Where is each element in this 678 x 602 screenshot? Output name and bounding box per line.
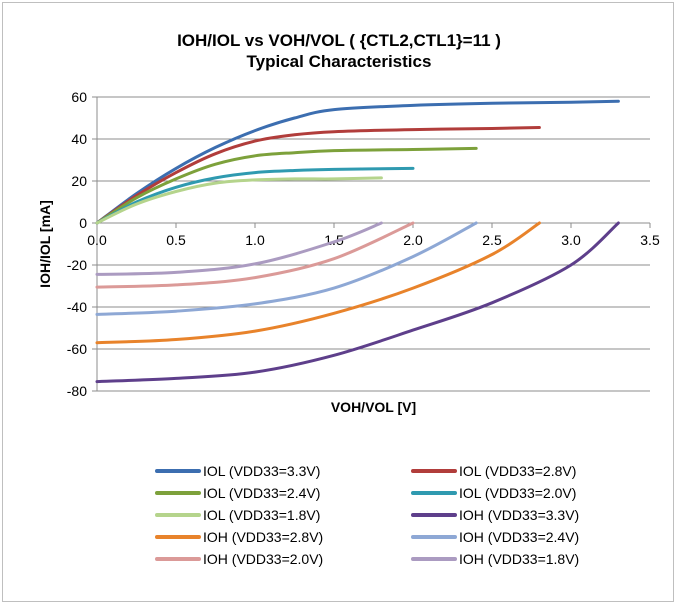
series-line-9 [95, 221, 383, 276]
x-tick-label: 1.0 [245, 232, 265, 248]
legend-label: IOH (VDD33=3.3V) [459, 507, 580, 523]
series-line-3 [95, 166, 415, 225]
legend-item: IOH (VDD33=2.4V) [411, 527, 579, 547]
legend-label: IOL (VDD33=3.3V) [203, 463, 321, 479]
legend-item: IOH (VDD33=2.8V) [155, 527, 323, 547]
series-line-8 [95, 221, 415, 289]
y-axis-title: IOH/IOL [mA] [37, 200, 53, 288]
series-line-4 [95, 176, 383, 225]
legend-swatch [411, 491, 457, 495]
chart-subtitle: Typical Characteristics [246, 52, 432, 71]
legend-swatch [411, 469, 457, 473]
legend-label: IOL (VDD33=2.0V) [459, 485, 577, 501]
x-tick-label: 3.5 [640, 232, 660, 248]
y-tick-label: 60 [71, 89, 87, 105]
x-axis-title: VOH/VOL [V] [331, 399, 416, 415]
y-tick-label: -60 [67, 341, 87, 357]
legend-item: IOL (VDD33=2.8V) [411, 461, 576, 481]
legend-item: IOL (VDD33=2.4V) [155, 483, 320, 503]
series-line-7 [95, 221, 478, 316]
legend-label: IOH (VDD33=2.4V) [459, 529, 580, 545]
legend-item: IOL (VDD33=3.3V) [155, 461, 320, 481]
legend-swatch [411, 513, 457, 517]
x-tick-label: 2.0 [403, 232, 423, 248]
legend-label: IOH (VDD33=2.0V) [203, 551, 324, 567]
legend-swatch [155, 535, 201, 539]
legend-label: IOL (VDD33=1.8V) [203, 507, 321, 523]
series-line-0 [95, 99, 620, 225]
legend-label: IOH (VDD33=2.8V) [203, 529, 324, 545]
x-tick-label: 2.5 [482, 232, 502, 248]
legend-swatch [411, 557, 457, 561]
y-tick-label: -40 [67, 299, 87, 315]
legend-swatch [155, 557, 201, 561]
y-tick-label: 20 [71, 173, 87, 189]
legend-swatch [155, 491, 201, 495]
series-line-5 [95, 221, 620, 384]
legend-item: IOL (VDD33=1.8V) [155, 505, 320, 525]
legend-label: IOL (VDD33=2.4V) [203, 485, 321, 501]
y-tick-label: -20 [67, 257, 87, 273]
legend-swatch [411, 535, 457, 539]
x-tick-label: 3.0 [561, 232, 581, 248]
x-tick-label: 0.5 [166, 232, 186, 248]
y-tick-label: 40 [71, 131, 87, 147]
legend-item: IOH (VDD33=3.3V) [411, 505, 579, 525]
legend-swatch [155, 513, 201, 517]
series-line-2 [95, 146, 478, 225]
legend-label: IOL (VDD33=2.8V) [459, 463, 577, 479]
series-line-6 [95, 221, 541, 345]
x-tick-label: 0.0 [87, 232, 107, 248]
legend-item: IOH (VDD33=2.0V) [155, 549, 323, 569]
legend-item: IOH (VDD33=1.8V) [411, 549, 579, 569]
series-line-1 [95, 126, 541, 225]
legend-label: IOH (VDD33=1.8V) [459, 551, 580, 567]
y-tick-label: 0 [79, 215, 87, 231]
chart-title: IOH/IOL vs VOH/VOL ( {CTL2,CTL1}=11 ) [177, 31, 501, 50]
y-tick-label: -80 [67, 383, 87, 399]
legend-swatch [155, 469, 201, 473]
legend-item: IOL (VDD33=2.0V) [411, 483, 576, 503]
